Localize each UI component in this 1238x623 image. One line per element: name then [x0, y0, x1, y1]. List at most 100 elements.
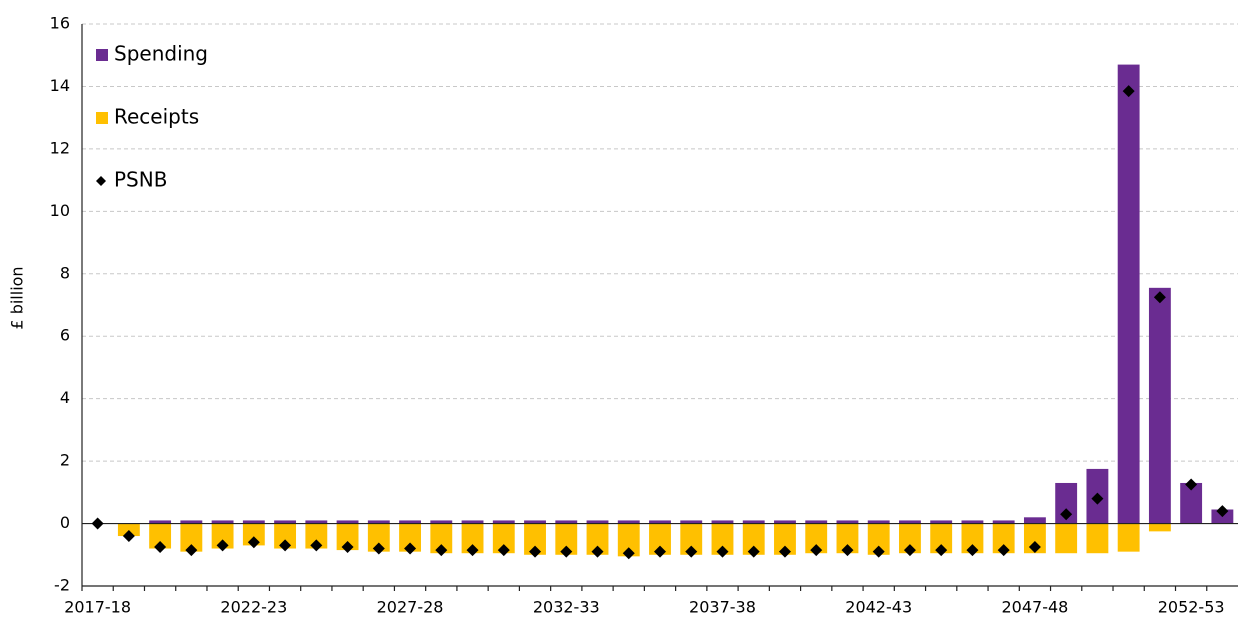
bar [149, 523, 172, 549]
bar [649, 520, 671, 524]
y-tick-label: 2 [60, 451, 70, 470]
marker [529, 545, 542, 558]
bar [305, 523, 328, 549]
marker [247, 536, 260, 549]
bar [742, 520, 765, 524]
bar [711, 520, 734, 524]
y-axis-label: £ billion [8, 266, 27, 329]
bar [805, 520, 828, 524]
bar [680, 520, 703, 524]
bar [211, 523, 234, 549]
bar [555, 523, 578, 555]
x-tick-label: 2052-53 [1158, 598, 1225, 617]
bar [1055, 482, 1078, 524]
bar [367, 523, 390, 552]
bar [992, 523, 1015, 554]
bar [836, 523, 859, 554]
bar [1023, 523, 1046, 554]
bar [961, 523, 984, 554]
marker [404, 542, 417, 555]
marker [716, 545, 729, 558]
bar [930, 523, 953, 554]
marker [560, 545, 573, 558]
bar [1180, 482, 1203, 524]
marker [1185, 478, 1198, 491]
y-tick-label: 12 [50, 138, 70, 157]
marker [1091, 492, 1104, 505]
bar [524, 520, 546, 524]
marker [1122, 85, 1135, 98]
marker [903, 544, 916, 557]
legend-label: PSNB [114, 168, 167, 192]
bar [1148, 287, 1171, 524]
bar [211, 520, 234, 524]
y-tick-label: 4 [60, 388, 70, 407]
bar [336, 520, 359, 524]
marker [154, 540, 167, 553]
bar [586, 523, 609, 555]
y-tick-label: 16 [50, 14, 70, 33]
marker [685, 545, 698, 558]
bar [555, 520, 578, 524]
legend-swatch [96, 49, 108, 61]
bar [961, 520, 984, 524]
marker [1153, 291, 1166, 304]
y-tick-label: 8 [60, 263, 70, 282]
bar [399, 523, 421, 552]
bar [867, 523, 890, 555]
marker [841, 544, 854, 557]
bar [305, 520, 328, 524]
bar [992, 520, 1015, 524]
bar [805, 523, 828, 554]
bar [617, 520, 640, 524]
bar [586, 520, 609, 524]
legend-label: Spending [114, 42, 208, 66]
x-tick-label: 2022-23 [220, 598, 287, 617]
marker [466, 544, 479, 557]
y-tick-label: 6 [60, 326, 70, 345]
marker [810, 544, 823, 557]
bar [867, 520, 890, 524]
bar [617, 523, 640, 557]
bar [742, 523, 765, 555]
marker [372, 542, 385, 555]
bar [774, 523, 796, 555]
marker [91, 517, 104, 530]
bar [242, 520, 265, 524]
bar [274, 523, 297, 549]
bar [492, 523, 515, 554]
marker [497, 544, 510, 557]
y-tick-label: 0 [60, 513, 70, 532]
x-tick-label: 2037-38 [689, 598, 756, 617]
marker [1028, 540, 1041, 553]
bar [492, 520, 515, 524]
marker [935, 544, 948, 557]
legend-swatch [96, 112, 108, 124]
marker [341, 540, 354, 553]
bar [461, 520, 484, 524]
bar [367, 520, 390, 524]
bar [274, 520, 297, 524]
marker [122, 530, 135, 543]
y-tick-label: 14 [50, 76, 70, 95]
marker [622, 547, 635, 560]
bar [242, 523, 265, 546]
bar [430, 520, 453, 524]
legend-marker [96, 176, 106, 186]
bar [336, 523, 359, 551]
bar [836, 520, 859, 524]
bar [680, 523, 703, 555]
bar [711, 523, 734, 555]
legend-label: Receipts [114, 105, 199, 129]
x-tick-label: 2032-33 [533, 598, 600, 617]
y-tick-label: -2 [54, 576, 70, 595]
x-tick-label: 2017-18 [64, 598, 131, 617]
marker [747, 545, 760, 558]
bar [649, 523, 671, 555]
x-tick-label: 2042-43 [845, 598, 912, 617]
marker [997, 544, 1010, 557]
bar [180, 520, 203, 524]
bar [430, 523, 453, 554]
bar [930, 520, 953, 524]
